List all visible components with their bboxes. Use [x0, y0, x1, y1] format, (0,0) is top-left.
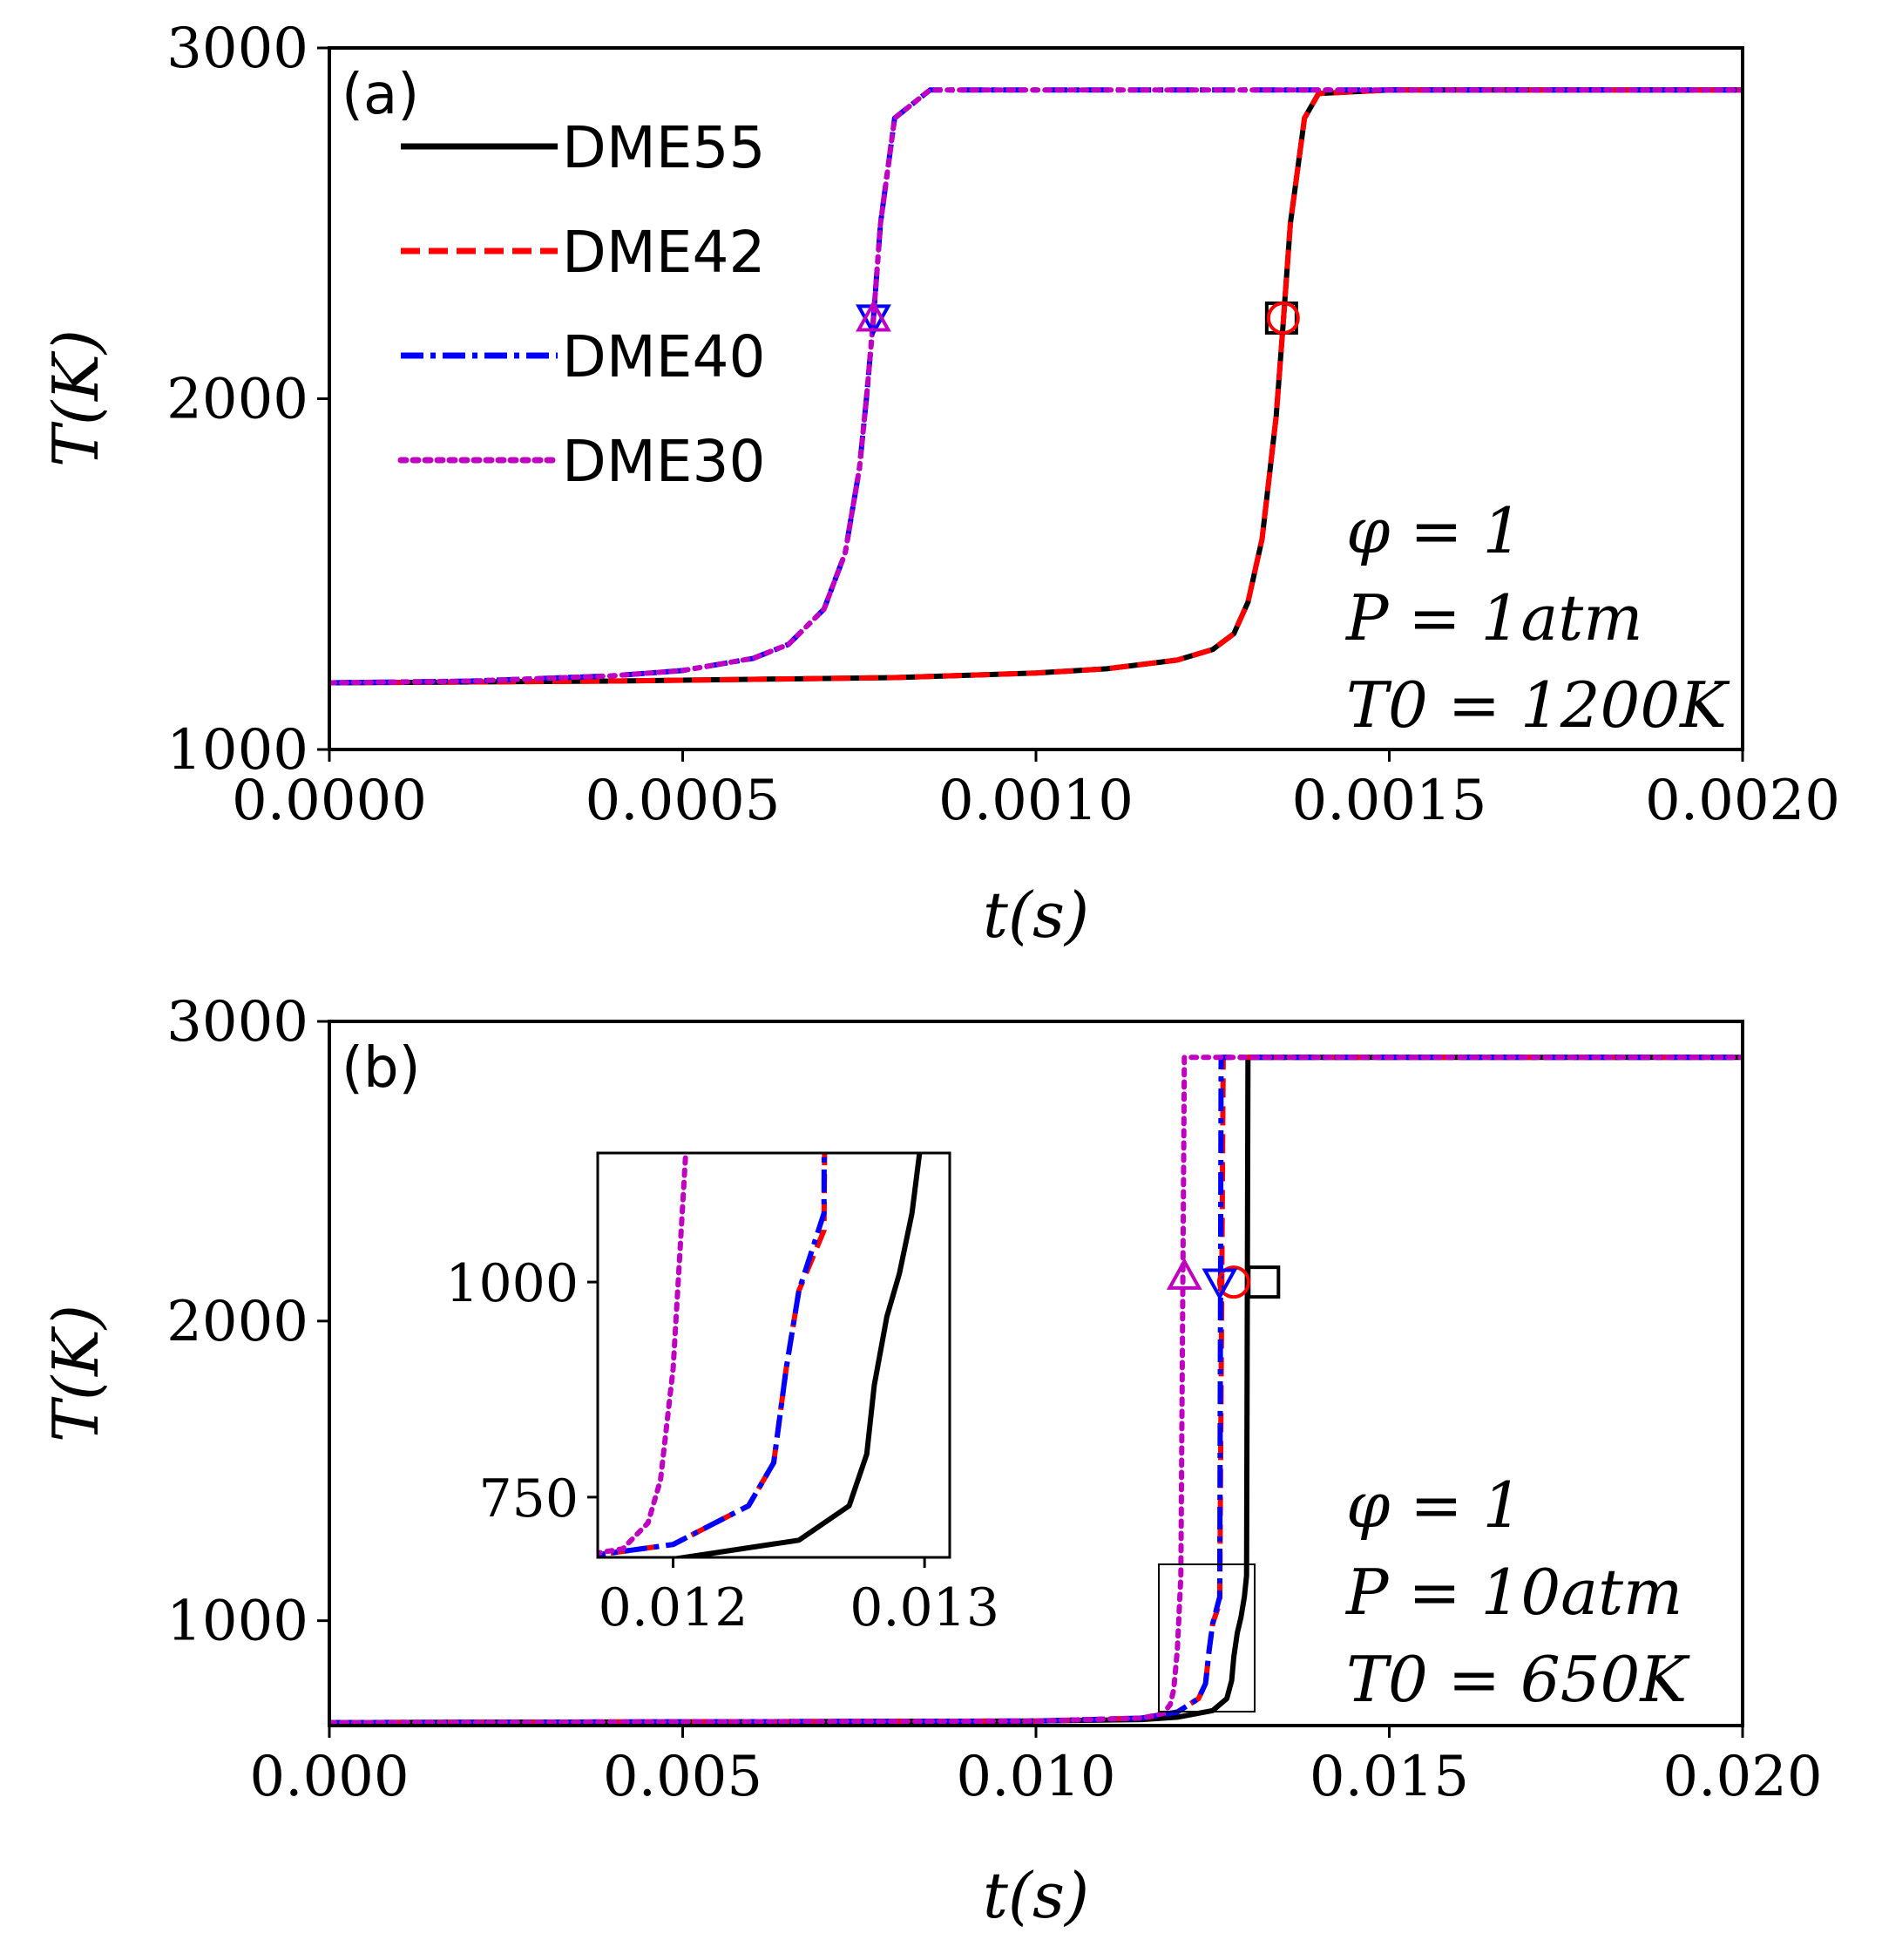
series-line-dme40: [329, 1055, 1743, 1726]
panel-a-x-tick-label: 0.0015: [1292, 769, 1487, 833]
panel-a-ylabel: T(K): [39, 329, 112, 467]
marker-dme30: [1166, 1258, 1202, 1290]
inset-y-tick-label: 750: [478, 1468, 579, 1529]
inset: 0.012 0.013 750 1000: [445, 1151, 999, 1638]
series-line-dme42: [329, 87, 1743, 686]
legend-label-dme30: DME30: [562, 428, 765, 495]
panel-a-label: (a): [342, 63, 419, 127]
panel-a-yticks: 1000 2000 3000: [166, 17, 329, 783]
panel-a-x-tick-label: 0.0010: [938, 769, 1134, 833]
panel-b-x-tick-label: 0.020: [1662, 1745, 1822, 1809]
inset-yticks: 750 1000: [445, 1253, 598, 1529]
panel-b-y-tick-label: 2000: [166, 1290, 308, 1354]
panel-a: 0.0000 0.0005 0.0010 0.0015 0.0020 1000 2000 3…: [39, 17, 1840, 952]
panel-a-condition-3: T0 = 1200K: [1346, 668, 1730, 742]
panel-b-yticks: 1000 2000 3000: [166, 990, 329, 1654]
panel-a-x-tick-label: 0.0005: [586, 769, 781, 833]
series-line-dme30: [329, 87, 1743, 686]
series-line-dme42: [329, 1055, 1743, 1726]
marker-dme42: [1266, 301, 1300, 335]
panel-b-condition-2: P = 10atm: [1344, 1556, 1682, 1629]
panel-a-y-tick-label: 2000: [166, 368, 308, 432]
panel-a-markers: [856, 299, 1300, 337]
series-line-dme30: [329, 1055, 1743, 1726]
panel-b-conditions: φ = 1 P = 10atm T0 = 650K: [1344, 1468, 1690, 1716]
panel-b-x-tick-label: 0.010: [956, 1745, 1115, 1809]
panel-b-xticks: 0.000 0.005 0.010 0.015 0.020: [249, 1726, 1823, 1809]
panel-a-x-tick-label: 0.0020: [1645, 769, 1840, 833]
panel-b-x-tick-label: 0.005: [603, 1745, 762, 1809]
panel-a-xlabel: t(s): [983, 878, 1089, 952]
inset-series-line-dme55: [657, 1153, 923, 1557]
panel-b-xlabel: t(s): [983, 1859, 1089, 1932]
panel-b-condition-1: φ = 1: [1346, 1468, 1522, 1542]
inset-series-line-dme30: [598, 1153, 689, 1556]
marker-dme55: [1247, 1265, 1281, 1299]
panel-a-condition-1: φ = 1: [1346, 494, 1522, 567]
panel-b-ylabel: T(K): [39, 1305, 112, 1442]
legend-label-dme55: DME55: [562, 114, 765, 181]
panel-a-lines: [329, 87, 1743, 686]
panel-a-condition-2: P = 1atm: [1344, 581, 1643, 654]
inset-lines: [598, 1153, 923, 1557]
panel-a-conditions: φ = 1 P = 1atm T0 = 1200K: [1344, 494, 1730, 742]
inset-y-tick-label: 1000: [445, 1253, 579, 1314]
inset-background: [598, 1153, 950, 1557]
panel-b-lines: [329, 1055, 1743, 1726]
panel-b-y-tick-label: 1000: [166, 1590, 308, 1654]
legend-label-dme42: DME42: [562, 219, 765, 286]
legend-label-dme40: DME40: [562, 323, 765, 390]
panel-b-x-tick-label: 0.000: [249, 1745, 409, 1809]
marker-dme42: [1216, 1265, 1250, 1299]
panel-b-x-tick-label: 0.015: [1310, 1745, 1469, 1809]
marker-dme30: [856, 299, 891, 332]
inset-x-tick-label: 0.013: [850, 1577, 999, 1638]
zoom-region-box: [1158, 1563, 1256, 1712]
panel-b-label: (b): [342, 1036, 421, 1101]
panel-b-y-tick-label: 3000: [166, 990, 308, 1055]
marker-dme40: [1202, 1268, 1238, 1301]
inset-x-tick-label: 0.012: [599, 1577, 748, 1638]
inset-xticks: 0.012 0.013: [599, 1557, 999, 1638]
inset-series-line-dme40: [598, 1153, 827, 1557]
inset-frame: [596, 1151, 951, 1559]
panel-a-legend: DME55 DME42 DME40 DME30: [397, 114, 765, 495]
panel-a-x-tick-label: 0.0000: [232, 769, 427, 833]
panel-b-condition-3: T0 = 650K: [1346, 1643, 1690, 1716]
panel-a-y-tick-label: 1000: [166, 718, 308, 783]
panel-a-xticks: 0.0000 0.0005 0.0010 0.0015 0.0020: [232, 749, 1840, 833]
panel-a-y-tick-label: 3000: [166, 17, 308, 81]
panel-b-markers: [1166, 1258, 1281, 1301]
